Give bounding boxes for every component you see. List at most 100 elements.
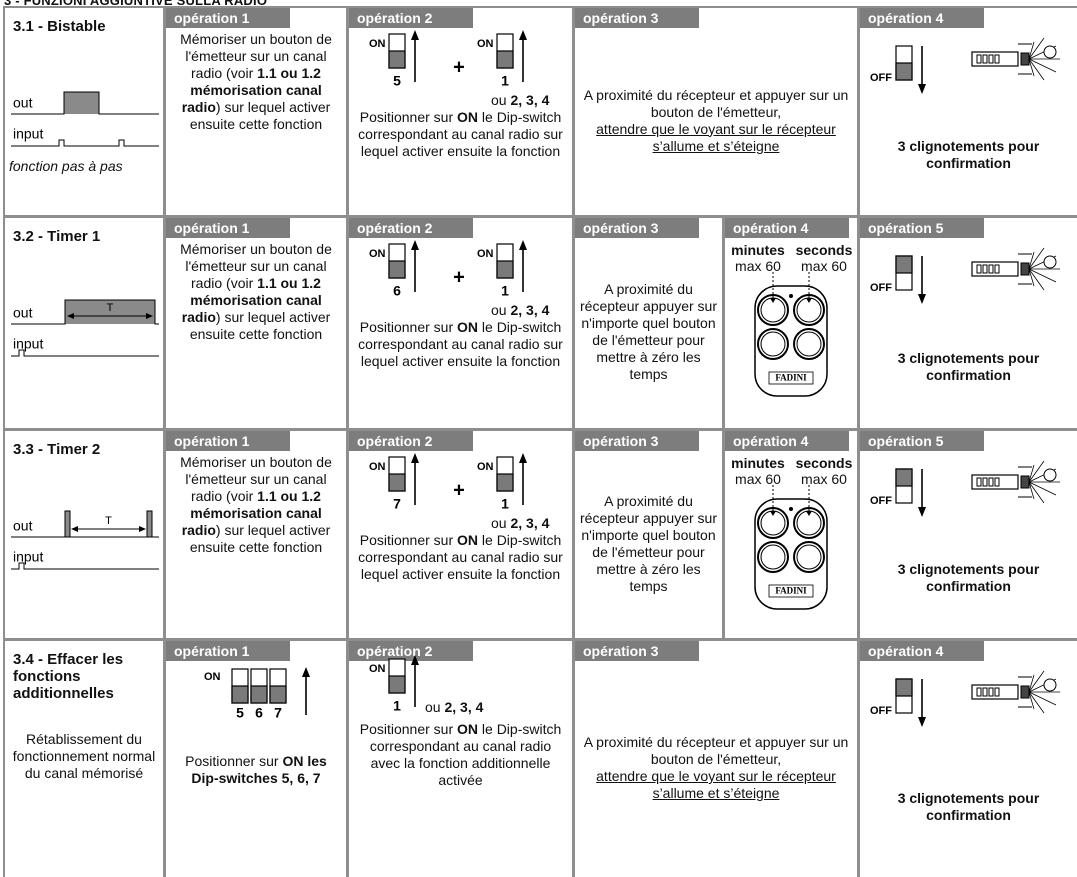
row-title: 3.4 - Effacer les fonctions additionnell… — [13, 651, 124, 702]
pointer-head — [806, 298, 812, 303]
operation-tab: opération 5 — [860, 431, 984, 451]
on-label: ON — [369, 663, 386, 675]
confirmation-text: 3 clignotements pour confirmation — [865, 561, 1072, 595]
period-head — [146, 313, 153, 319]
operation-tab: opération 3 — [575, 218, 699, 238]
input-signal — [11, 139, 159, 147]
dip-switch-icon: ON 5 6 7 — [204, 667, 310, 721]
on-label: ON — [477, 461, 494, 473]
receiver-pin — [988, 54, 994, 64]
operation-label: opération 2 — [357, 643, 433, 659]
alternative-channels: ou 2, 3, 4 — [425, 699, 483, 715]
operation-label: opération 4 — [868, 10, 944, 26]
text-run: le Dip-switch correspondant au canal rad… — [358, 109, 563, 159]
off-label: OFF — [870, 705, 892, 717]
dip-lever — [895, 678, 913, 697]
operation-label: opération 5 — [868, 220, 944, 236]
operation-label: opération 1 — [174, 643, 250, 659]
dip-number: 1 — [501, 73, 509, 89]
on-label: ON — [204, 671, 221, 683]
operation-cell: opération 2 ON 6 + ON 1 ou 2, 3, 4 Positionner … — [349, 218, 572, 428]
instruction: Positionner sur ON le Dip-switch corresp… — [354, 721, 567, 789]
input-signal — [11, 562, 159, 570]
text-run: ON — [457, 109, 479, 125]
off-label: OFF — [870, 282, 892, 294]
text-run: ON — [457, 532, 479, 548]
text-run: le Dip-switch correspondant au canal rad… — [369, 721, 562, 788]
operation-cell: opération 3 A proximité du récepteur et a… — [575, 641, 857, 877]
dip-number: 1 — [501, 283, 509, 299]
text-run: 1.1 ou 1.2 mémorisation canal radio — [181, 488, 322, 538]
row-header-cell: 3.1 - Bistable out input fonction pas à pas — [5, 8, 163, 215]
arrow-head — [519, 453, 527, 463]
row-header-cell: 3.3 - Timer 2 out input T — [5, 431, 163, 638]
input-label: input — [13, 336, 43, 352]
operation-label: opération 4 — [733, 220, 809, 236]
minutes-max: max 60 — [735, 258, 781, 274]
dip-lever — [388, 675, 406, 694]
out-pulse — [65, 300, 155, 324]
light-ray — [1028, 37, 1045, 60]
text-run: 3 clignotements pour confirmation — [897, 350, 1040, 383]
light-ray — [1028, 670, 1045, 693]
arrow-head — [918, 84, 926, 94]
page-title: 3 - FUNZIONI AGGIUNTIVE SULLA RADIO — [4, 0, 268, 8]
operation-label: opération 5 — [868, 433, 944, 449]
dip-number: 7 — [393, 496, 401, 512]
arrow-head — [918, 507, 926, 517]
text-run: A proximité du récepteur et appuyer sur … — [583, 734, 849, 767]
row-header-cell: 3.4 - Effacer les fonctions additionnell… — [5, 641, 163, 877]
receiver-pin — [994, 477, 1000, 487]
arrow-head — [411, 453, 419, 463]
operation-cell: opération 2 ON 1 ou 2, 3, 4 Positionner sur … — [349, 641, 572, 877]
operation-label: opération 1 — [174, 220, 250, 236]
seconds-label: seconds — [795, 242, 853, 258]
operation-tab: opération 4 — [725, 218, 849, 238]
confirmation-icon: OFF — [870, 460, 1060, 517]
text-run: Mémoriser un bouton de l'émetteur sur un… — [180, 241, 332, 291]
minutes-label: minutes — [731, 242, 785, 258]
operation-tab: opération 3 — [575, 8, 699, 28]
period-label: T — [105, 515, 112, 527]
light-ray — [1028, 481, 1057, 496]
period-label: T — [107, 302, 114, 314]
text-run: attendre que le voyant sur le récepteur … — [596, 768, 836, 801]
instruction: A proximité du récepteur et appuyer sur … — [580, 30, 852, 211]
text-run: ON — [457, 319, 479, 335]
operation-tab: opération 4 — [860, 641, 984, 661]
alternative-channels: ou 2, 3, 4 — [491, 92, 549, 108]
row-header-cell: 3.2 - Timer 1 out input T — [5, 218, 163, 428]
operation-label: opération 3 — [583, 220, 659, 236]
row-title: 3.1 - Bistable — [13, 18, 106, 35]
on-label: ON — [477, 38, 494, 50]
timing-diagram: out input — [11, 91, 159, 147]
receiver-pin — [976, 54, 982, 64]
text-block: A proximité du récepteur et appuyer sur … — [580, 734, 852, 802]
text-block: Positionner sur ON le Dip-switch corresp… — [358, 319, 563, 369]
period-head — [71, 526, 78, 532]
plus-sign: + — [453, 479, 465, 501]
receiver-pin — [994, 54, 1000, 64]
text-run: Positionner sur — [359, 532, 458, 548]
text-block: Positionner sur ON le Dip-switch corresp… — [358, 109, 563, 159]
dip-number: 1 — [501, 496, 509, 512]
off-label: OFF — [870, 495, 892, 507]
receiver-pin — [976, 687, 982, 697]
timing-diagram: out input T — [11, 510, 159, 570]
receiver-pin — [982, 264, 988, 274]
dip-number: 6 — [393, 283, 401, 299]
arrow-head — [411, 655, 419, 665]
light-ray — [1028, 691, 1057, 706]
operation-cell: opération 3 A proximité du récepteur appu… — [575, 218, 722, 428]
receiver-pin — [994, 687, 1000, 697]
dip-lever — [388, 473, 406, 492]
text-block: Positionner sur ON le Dip-switch corresp… — [358, 532, 563, 582]
receiver-icon — [971, 670, 1060, 714]
out-label: out — [13, 305, 33, 321]
operation-tab: opération 4 — [725, 431, 849, 451]
operation-cell: opération 3 A proximité du récepteur appu… — [575, 431, 722, 638]
out-pulse — [64, 92, 99, 114]
operation-cell: opération 4 minutes seconds max 60 max 60 FAD… — [725, 431, 857, 638]
out-label: out — [13, 95, 33, 111]
operation-cell: opération 5 OFF 3 clignotements pour confi… — [860, 218, 1077, 428]
